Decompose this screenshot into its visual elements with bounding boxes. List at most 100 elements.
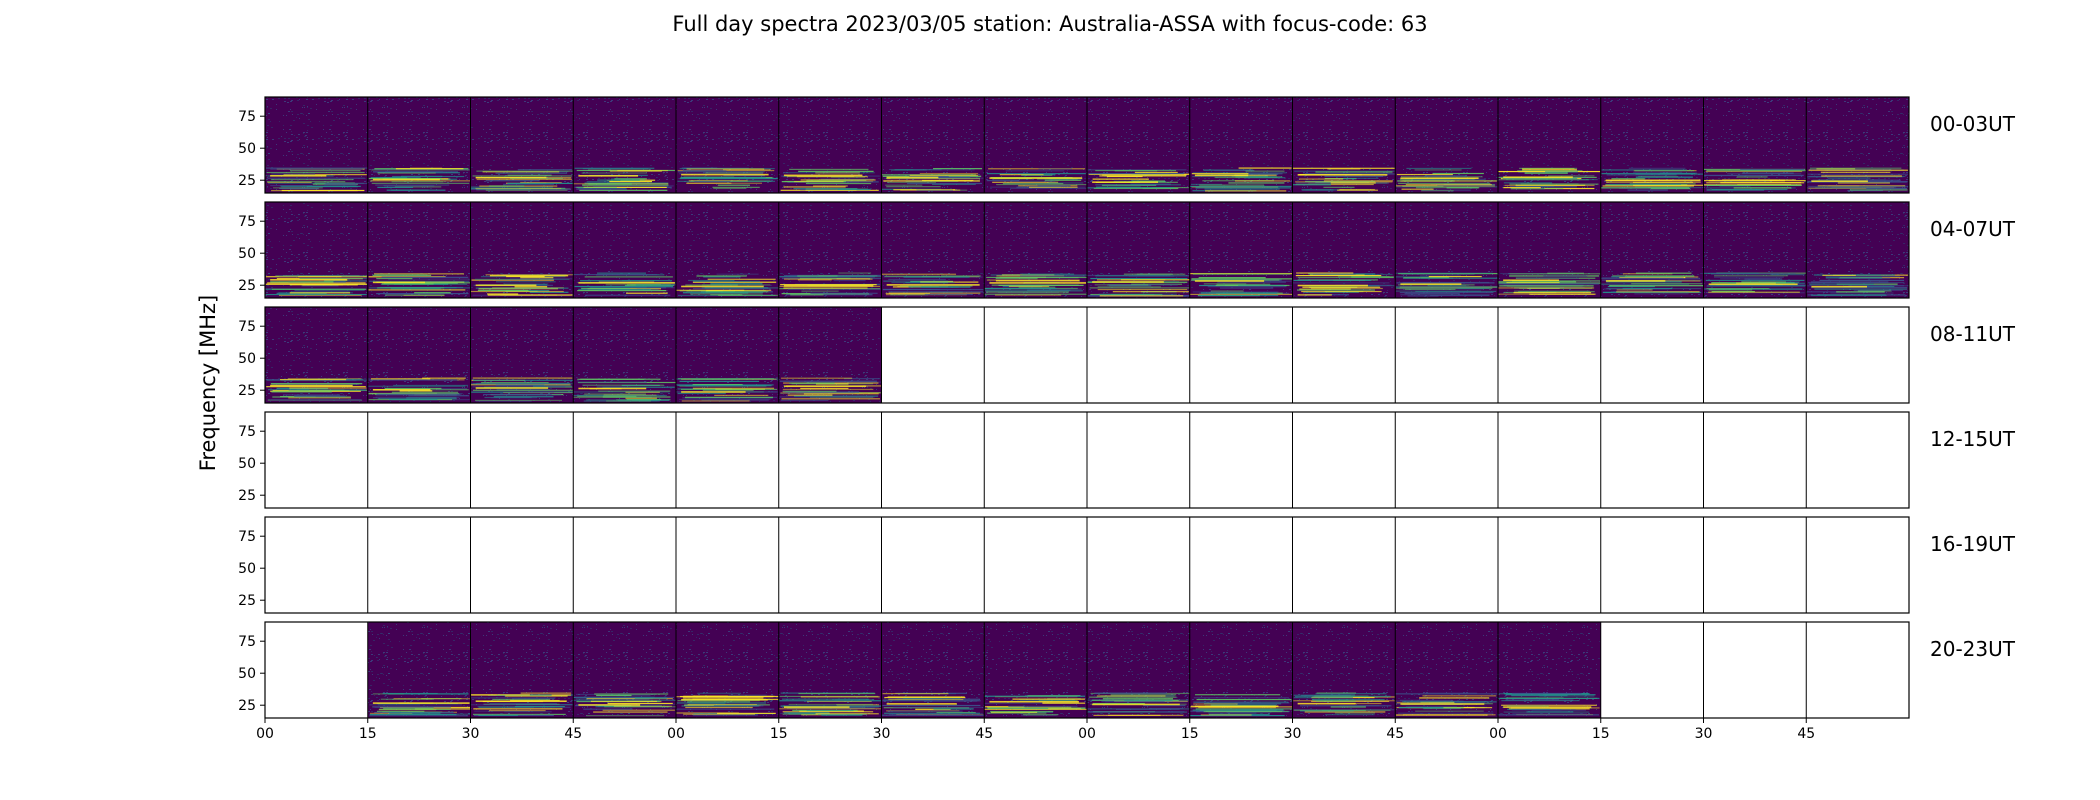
- empty-panel: [881, 307, 985, 403]
- x-axis: 00 15 30 45 00 15 30 45 00 15 30 45 00 15 30 45: [256, 718, 1815, 742]
- spectrum-panel: [367, 307, 471, 403]
- row-frame: [264, 201, 1910, 299]
- spectrum-panel: [572, 202, 676, 298]
- spectrum-panel: [778, 307, 882, 403]
- empty-panel: [1805, 412, 1909, 508]
- empty-panel: [1189, 517, 1293, 613]
- empty-panel: [1497, 517, 1601, 613]
- spectrum-panel: [265, 202, 368, 298]
- empty-panel: [1394, 517, 1498, 613]
- row-time-label: 08-11UT: [1930, 322, 2016, 346]
- y-tick-label: 50: [238, 141, 256, 157]
- empty-panel: [675, 412, 779, 508]
- spectrum-panel: [572, 97, 676, 193]
- empty-panel: [1703, 307, 1807, 403]
- empty-panel: [1292, 412, 1396, 508]
- spectrum-panel: [983, 97, 1087, 193]
- y-tick-label: 75: [238, 529, 256, 545]
- spectra-row: 75 50 25 04-07UT: [238, 201, 2016, 299]
- empty-panel: [778, 412, 882, 508]
- spectrum-panel: [983, 622, 1087, 718]
- x-tick-label: 15: [1592, 726, 1610, 742]
- empty-panel: [1189, 412, 1293, 508]
- spectrum-panel: [1086, 622, 1190, 718]
- empty-panel: [1600, 622, 1704, 718]
- row-time-label: 16-19UT: [1930, 532, 2016, 556]
- spectrum-panel: [1292, 97, 1396, 193]
- empty-panel: [1086, 412, 1190, 508]
- x-tick-label: 00: [1489, 726, 1507, 742]
- x-tick-label: 15: [1181, 726, 1199, 742]
- y-tick-label: 75: [238, 109, 256, 125]
- spectrum-panel: [881, 622, 985, 718]
- empty-panel: [1805, 622, 1909, 718]
- panel-grid: 75502500-03UT75502504-07UT75502508-11UT7…: [238, 96, 2016, 719]
- empty-panel: [778, 517, 882, 613]
- spectrum-panel: [1189, 97, 1293, 193]
- empty-panel: [572, 517, 676, 613]
- x-tick-label: 00: [256, 726, 274, 742]
- empty-panel: [881, 517, 985, 613]
- spectrum-panel: [1086, 202, 1190, 298]
- row-frame: [264, 411, 1910, 509]
- spectra-row: 75 50 25 16-19UT: [238, 516, 2016, 614]
- row-frame: [264, 516, 1910, 614]
- x-tick-label: 45: [564, 726, 582, 742]
- y-tick-label: 50: [238, 246, 256, 262]
- x-tick-label: 15: [359, 726, 377, 742]
- y-tick-label: 25: [238, 698, 256, 714]
- spectrum-panel: [1189, 622, 1293, 718]
- y-tick-label: 25: [238, 383, 256, 399]
- spectrum-panel: [1394, 622, 1498, 718]
- spectrum-panel: [1394, 202, 1498, 298]
- spectrum-panel: [983, 202, 1087, 298]
- y-tick-label: 25: [238, 488, 256, 504]
- y-tick-label: 75: [238, 319, 256, 335]
- empty-panel: [367, 412, 471, 508]
- empty-panel: [572, 412, 676, 508]
- spectrum-panel: [367, 202, 471, 298]
- spectrum-panel: [1292, 622, 1396, 718]
- spectrum-panel: [1805, 202, 1909, 298]
- spectrum-panel: [367, 622, 471, 718]
- empty-panel: [881, 412, 985, 508]
- y-tick-label: 75: [238, 424, 256, 440]
- empty-panel: [470, 517, 574, 613]
- spectrum-panel: [265, 97, 368, 193]
- empty-panel: [1292, 307, 1396, 403]
- spectrum-panel: [470, 202, 574, 298]
- y-tick-label: 25: [238, 593, 256, 609]
- spectrum-panel: [1600, 97, 1704, 193]
- x-tick-label: 30: [1695, 726, 1713, 742]
- empty-panel: [1600, 307, 1704, 403]
- spectrum-panel: [881, 97, 985, 193]
- spectrum-panel: [367, 97, 471, 193]
- empty-panel: [367, 517, 471, 613]
- x-tick-label: 45: [1797, 726, 1815, 742]
- y-tick-label: 25: [238, 173, 256, 189]
- spectra-row: 75 50 25 00-03UT: [238, 96, 2016, 194]
- spectrum-panel: [675, 307, 779, 403]
- spectrum-panel: [1600, 202, 1704, 298]
- spectrum-panel: [778, 97, 882, 193]
- row-time-label: 12-15UT: [1930, 427, 2016, 451]
- empty-panel: [1497, 412, 1601, 508]
- x-tick-label: 00: [667, 726, 685, 742]
- empty-panel: [470, 412, 574, 508]
- y-tick-label: 50: [238, 561, 256, 577]
- spectrum-panel: [1189, 202, 1293, 298]
- spectrum-panel: [1497, 202, 1601, 298]
- row-time-label: 04-07UT: [1930, 217, 2016, 241]
- spectrum-panel: [881, 202, 985, 298]
- empty-panel: [265, 622, 368, 718]
- spectrum-panel: [470, 307, 574, 403]
- empty-panel: [265, 412, 368, 508]
- x-tick-label: 30: [462, 726, 480, 742]
- y-tick-label: 50: [238, 456, 256, 472]
- spectrum-panel: [675, 622, 779, 718]
- row-time-label: 20-23UT: [1930, 637, 2016, 661]
- spectra-row: 75 50 25 12-15UT: [238, 411, 2016, 509]
- x-tick-label: 30: [873, 726, 891, 742]
- spectrum-panel: [572, 307, 676, 403]
- empty-panel: [1805, 307, 1909, 403]
